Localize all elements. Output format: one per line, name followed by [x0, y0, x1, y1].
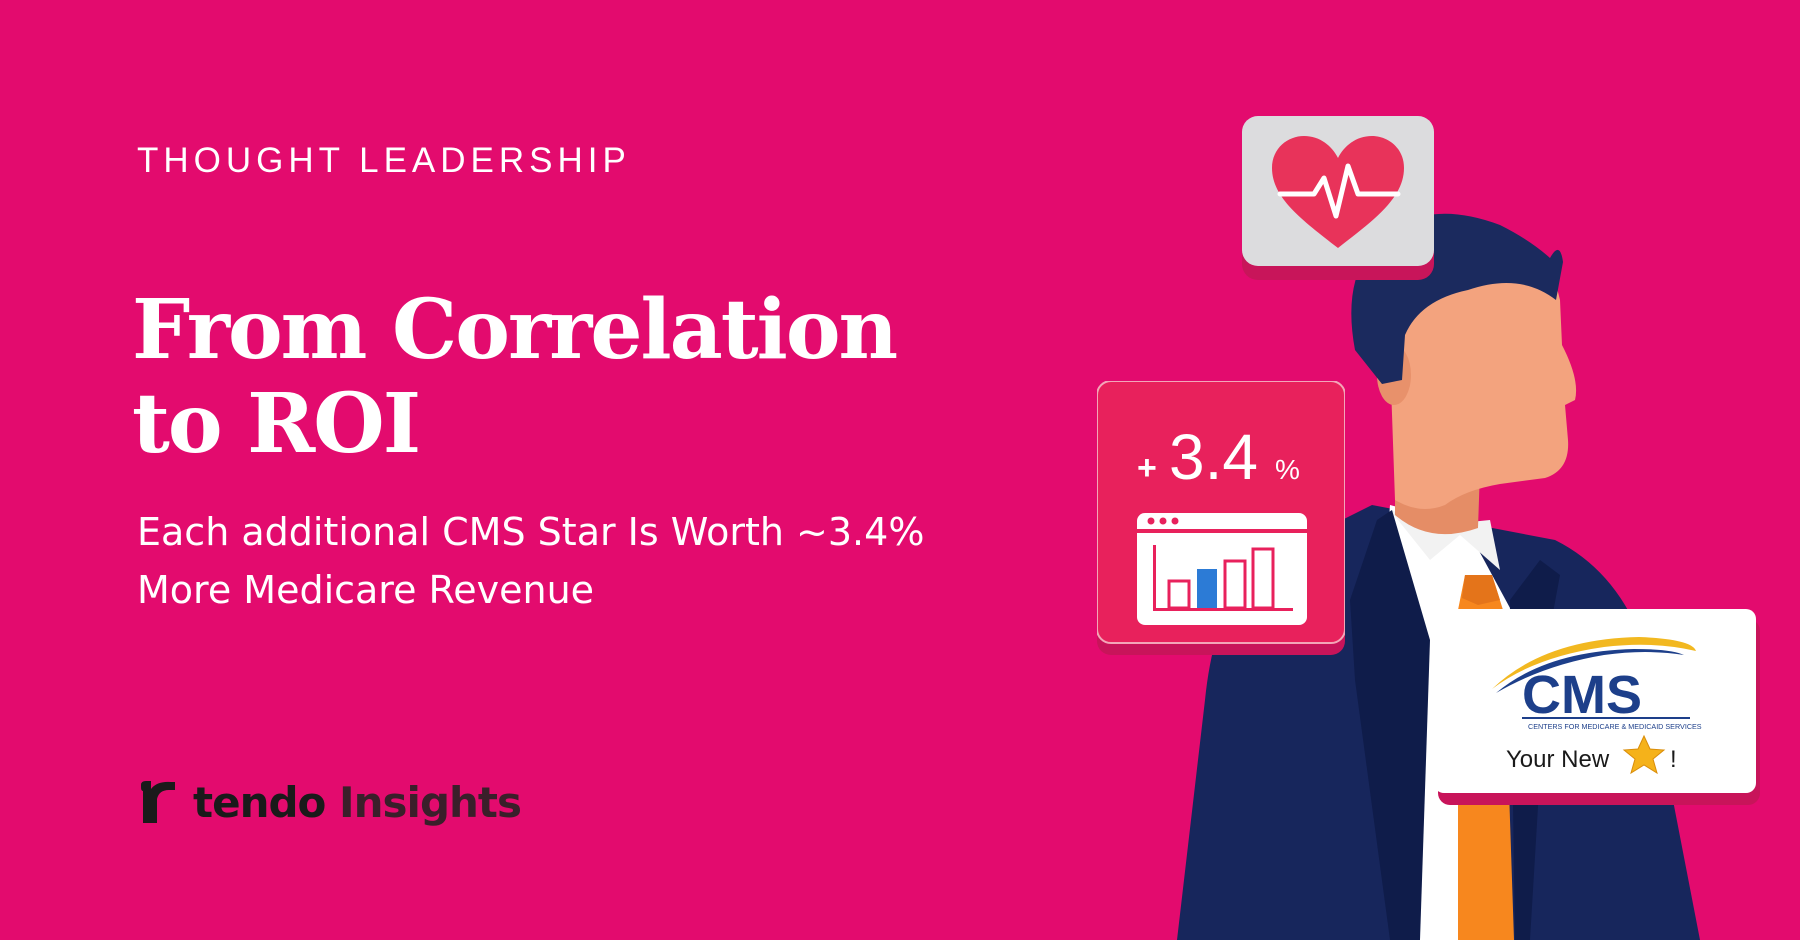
stat-prefix: +: [1137, 449, 1157, 487]
heart-pulse-card: [1242, 116, 1434, 280]
eyebrow-label: THOUGHT LEADERSHIP: [137, 141, 631, 180]
revenue-stat-card: + 3.4 %: [1097, 381, 1345, 655]
stat-unit: %: [1275, 454, 1300, 485]
headline: From Correlation to ROI: [132, 283, 1032, 471]
tendo-logo-mark-icon: [141, 781, 175, 823]
brand-name-part-2: Insights: [339, 777, 522, 827]
brand-name-part-1: tendo: [193, 777, 326, 827]
star-icon: [1622, 734, 1666, 775]
heart-pulse-icon: [1272, 136, 1404, 248]
cms-logo: CMS CENTERS FOR MEDICARE & MEDICAID SERV…: [1492, 637, 1702, 731]
subheadline-line-2: More Medicare Revenue: [137, 568, 595, 612]
headline-line-2: to ROI: [132, 376, 421, 472]
subheadline-line-1: Each additional CMS Star Is Worth ~3.4%: [137, 510, 925, 554]
cms-caption: Your New: [1506, 746, 1610, 773]
headline-line-1: From Correlation: [132, 282, 898, 378]
subheadline: Each additional CMS Star Is Worth ~3.4% …: [137, 503, 1037, 619]
cms-logo-text: CMS: [1522, 665, 1642, 725]
brand-logo: tendo Insights: [137, 776, 522, 828]
brand-name: tendo Insights: [193, 777, 522, 827]
cms-caption-end: !: [1670, 746, 1677, 773]
stat-value: 3.4: [1169, 421, 1258, 493]
cms-logo-subtext: CENTERS FOR MEDICARE & MEDICAID SERVICES: [1528, 722, 1702, 731]
bar-chart-window-icon: [1137, 513, 1307, 625]
cms-card: CMS CENTERS FOR MEDICARE & MEDICAID SERV…: [1434, 609, 1760, 805]
